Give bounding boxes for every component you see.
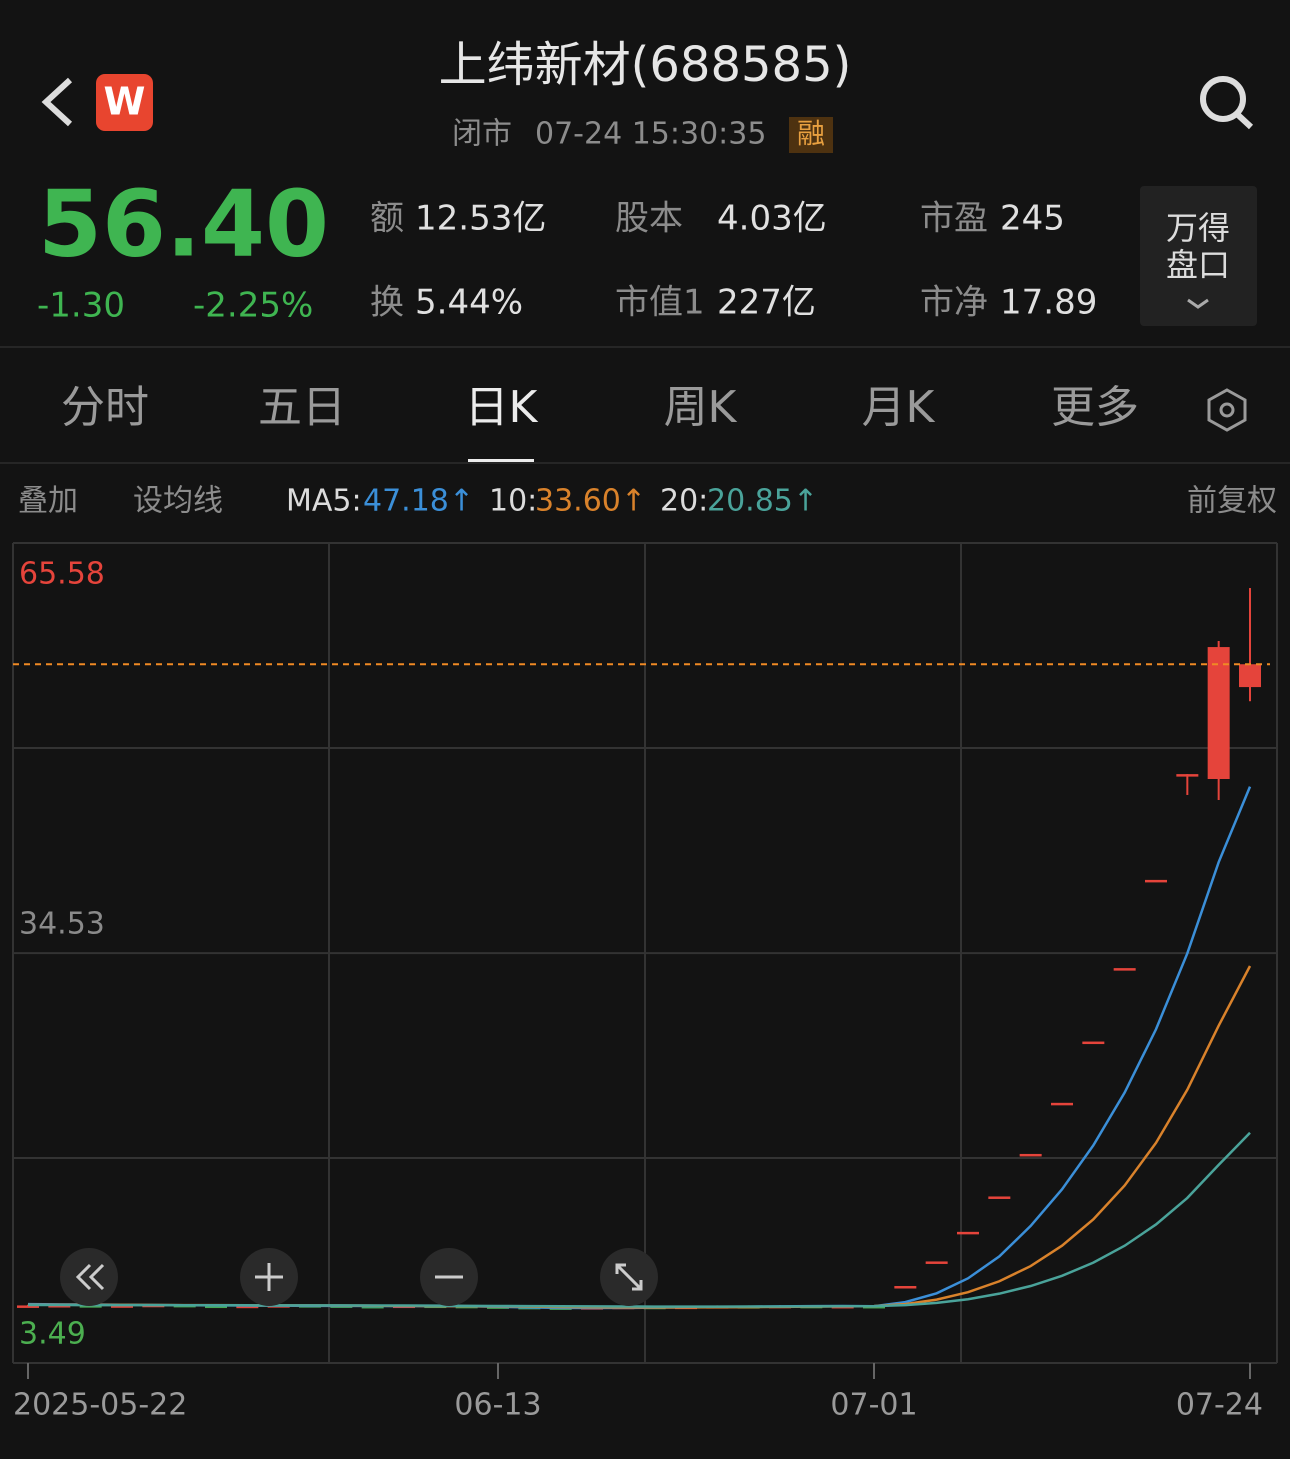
candle-body [111, 1305, 133, 1308]
candle-body [1113, 968, 1136, 971]
stat-value: 17.89 [1000, 283, 1097, 323]
stat-value: 227亿 [717, 283, 816, 323]
toolbar-item[interactable]: 设均线 [133, 484, 223, 519]
change: -1.30 [37, 286, 125, 326]
candle-body [1082, 1041, 1105, 1045]
chart: 3.49 34.53 65.58 2025-05-22 06-13 07-01 07-24 [13, 542, 1277, 1423]
stat-label: 市净 [920, 283, 988, 323]
tab[interactable]: 分时 [61, 382, 149, 433]
legend-label: 20: [660, 484, 708, 519]
candle-body [1239, 664, 1261, 688]
y-tick-label: 34.53 [19, 907, 105, 942]
x-tick-label: 07-01 [830, 1388, 917, 1423]
change-pct: -2.25% [193, 286, 313, 326]
panel-button-text: 万得 [1166, 209, 1230, 247]
toolbar-item[interactable]: 叠加 [18, 484, 78, 519]
tab[interactable]: 日K [465, 382, 539, 433]
tab[interactable]: 五日 [258, 382, 346, 433]
tab[interactable]: 周K [664, 382, 738, 433]
chevron [1187, 298, 1209, 309]
candle-body [894, 1286, 917, 1289]
candle-body [988, 1196, 1011, 1199]
tabs: 分时 五日 日K 周K 月K 更多 [61, 382, 1139, 463]
stat-value: 5.44% [415, 283, 523, 323]
stat-value: 4.03亿 [717, 199, 827, 239]
x-tick-label: 07-24 [1176, 1388, 1263, 1423]
market-status: 闭市 [452, 117, 512, 152]
candle-body [205, 1305, 227, 1309]
panel-button[interactable] [1140, 186, 1257, 326]
legend-label: 10: [489, 484, 537, 519]
logo-text: W [104, 80, 146, 124]
ma-line [28, 1131, 1251, 1308]
candle-body [1145, 879, 1167, 883]
stats: 额 12.53亿 股本 4.03亿 市盈 245 换 5.44% 市值1 227亿 市净 17.89 [370, 199, 1097, 323]
stat-value: 245 [1000, 199, 1065, 239]
legend-label: MA5: [286, 484, 362, 519]
y-tick-label: 65.58 [19, 557, 105, 592]
candle-body [925, 1261, 948, 1264]
tab-indicator [468, 459, 534, 463]
search-button[interactable] [1200, 76, 1254, 130]
chart-controls [60, 1248, 658, 1306]
stat-label: 股本 [615, 199, 683, 239]
time: 07-24 15:30:35 [535, 117, 766, 152]
y-tick-label: 3.49 [19, 1317, 86, 1352]
badge [789, 117, 833, 153]
back-button[interactable] [41, 77, 73, 127]
legend-value: 20.85↑ [707, 484, 818, 519]
candle-body [236, 1305, 259, 1309]
tab[interactable]: 月K [862, 382, 936, 433]
candle-body [957, 1231, 979, 1235]
ma-legend: MA5: 47.18↑ 10:33.60↑ 20:20.85↑ [286, 484, 818, 519]
ma-line [27, 786, 1252, 1310]
logo[interactable] [96, 74, 153, 131]
stat-label: 市盈 [920, 199, 988, 239]
settings-button[interactable] [1207, 388, 1247, 432]
candle-body [17, 1305, 39, 1308]
x-tick-label: 2025-05-22 [13, 1388, 187, 1423]
stat-label: 换 [370, 283, 404, 323]
candle-body [1019, 1153, 1042, 1157]
panel-button-text: 盘口 [1166, 246, 1230, 284]
stat-label: 额 [370, 199, 404, 239]
candle-body [1207, 647, 1230, 780]
toolbar-item[interactable]: 前复权 [1187, 484, 1277, 519]
stat-value: 12.53亿 [415, 199, 546, 239]
x-tick-label: 06-13 [454, 1388, 541, 1423]
price: 56.40 [38, 170, 329, 277]
legend-value: 47.18↑ [363, 484, 474, 519]
stock-title: 上纬新材(688585) [439, 37, 852, 93]
candle-body [1176, 774, 1199, 777]
stat-label: 市值1 [615, 283, 705, 323]
tab[interactable]: 更多 [1051, 382, 1139, 433]
badge-text: 融 [797, 117, 825, 150]
settings-dot [1219, 402, 1235, 418]
candle-body [1051, 1102, 1073, 1106]
legend-value: 33.60↑ [535, 484, 646, 519]
